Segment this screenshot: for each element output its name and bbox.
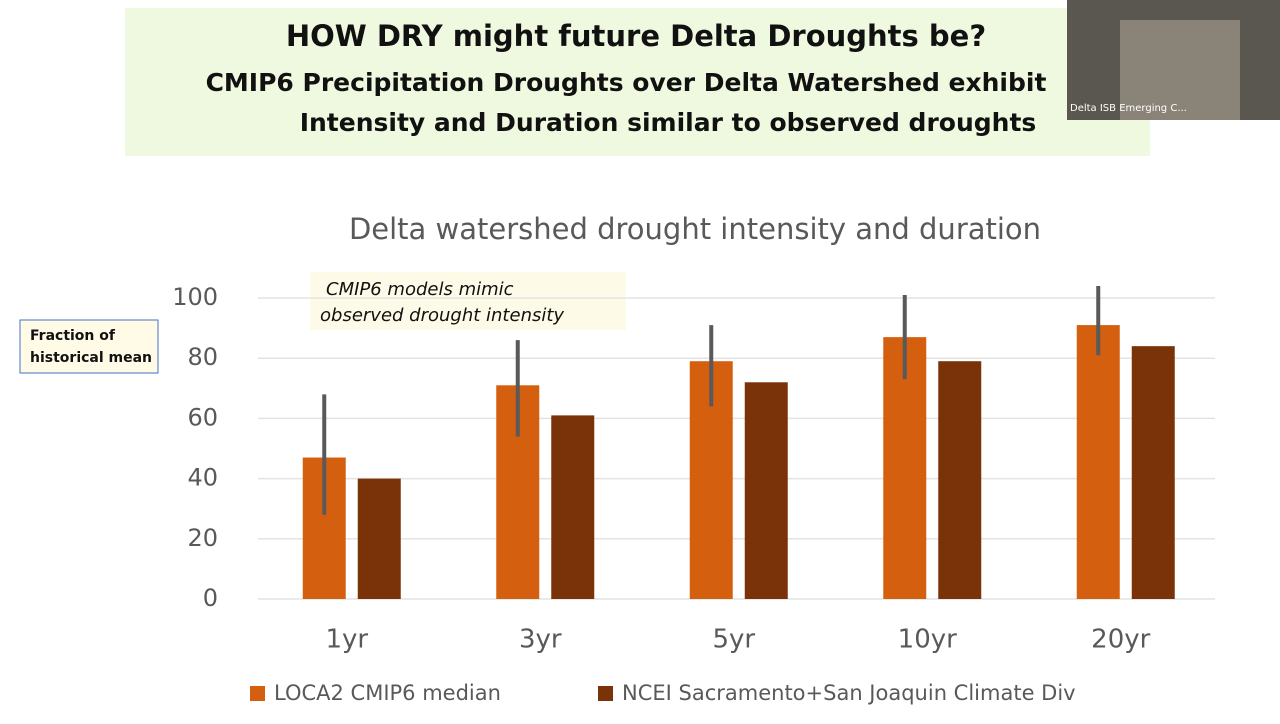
bar: [938, 361, 982, 599]
annotation-box: [310, 272, 626, 330]
y-tick-label: 40: [187, 464, 218, 492]
annotation: CMIP6 models mimic: [326, 279, 514, 300]
video-label: Delta ISB Emerging C...: [1070, 103, 1187, 114]
y-label-box: [19, 319, 159, 374]
legend-swatch: [250, 686, 265, 701]
slide-subtitle: CMIP6 Precipitation Droughts over Delta …: [206, 68, 1047, 97]
x-tick-label: 5yr: [712, 625, 755, 655]
bar: [551, 415, 595, 599]
y-tick-label: 60: [187, 403, 218, 431]
header-box: [125, 8, 1150, 156]
y-tick-label: 100: [172, 283, 218, 311]
slide-title: HOW DRY might future Delta Droughts be?: [286, 19, 986, 53]
bar: [1131, 346, 1175, 599]
video-scene: [1120, 20, 1240, 120]
bar: [357, 478, 401, 599]
bar: [1076, 325, 1120, 599]
legend-swatch: [598, 686, 613, 701]
x-tick-label: 20yr: [1091, 625, 1150, 655]
slide-subtitle: Intensity and Duration similar to observ…: [300, 108, 1037, 137]
legend-label: LOCA2 CMIP6 median: [274, 681, 501, 705]
y-axis-label: historical mean: [30, 350, 152, 366]
x-tick-label: 1yr: [325, 625, 368, 655]
x-tick-label: 10yr: [898, 625, 957, 655]
y-tick-label: 0: [203, 584, 218, 612]
legend-label: NCEI Sacramento+San Joaquin Climate Div: [622, 681, 1076, 705]
y-axis-label: Fraction of: [30, 328, 116, 344]
chart-title: Delta watershed drought intensity and du…: [349, 212, 1041, 246]
bar: [744, 382, 788, 599]
annotation: observed drought intensity: [320, 305, 564, 326]
y-tick-label: 20: [187, 524, 218, 552]
x-tick-label: 3yr: [519, 625, 562, 655]
bar: [883, 337, 927, 599]
y-tick-label: 80: [187, 343, 218, 371]
